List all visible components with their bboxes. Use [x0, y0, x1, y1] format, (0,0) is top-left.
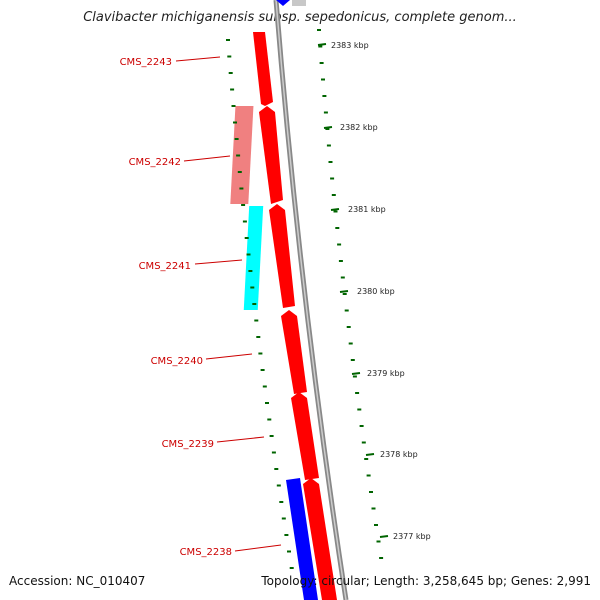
gene-label-cms-2242[interactable]: CMS_2242 — [129, 157, 181, 168]
label-line-cms-2239 — [216, 436, 265, 443]
feature-pink-cms-2242[interactable] — [230, 106, 254, 204]
label-line-cms-2238 — [234, 544, 282, 552]
ruler-label-2379: 2379 kbp — [367, 369, 405, 378]
gene-cms-2241[interactable] — [269, 204, 295, 308]
gene-cms-2238[interactable] — [303, 478, 337, 600]
label-line-cms-2240 — [205, 353, 253, 360]
tick-marks-right — [317, 29, 384, 559]
ruler-major-tick-2381 — [330, 208, 340, 211]
gene-cms-2243[interactable] — [253, 32, 273, 106]
ruler-major-tick-2380 — [339, 290, 349, 293]
label-line-cms-2241 — [194, 259, 243, 265]
gene-label-cms-2243[interactable]: CMS_2243 — [120, 57, 172, 68]
ruler-label-2383: 2383 kbp — [331, 41, 369, 50]
gene-label-cms-2238[interactable]: CMS_2238 — [180, 547, 232, 558]
reverse-gene-cms-2238[interactable] — [286, 478, 318, 600]
gene-cms-2239[interactable] — [291, 392, 319, 480]
ruler-label-2380: 2380 kbp — [357, 287, 395, 296]
gene-label-cms-2239[interactable]: CMS_2239 — [162, 439, 214, 450]
gene-label-cms-2241[interactable]: CMS_2241 — [139, 261, 191, 272]
ruler-label-2381: 2381 kbp — [348, 205, 386, 214]
ruler-major-tick-2383 — [317, 43, 327, 46]
grey-feature-top[interactable] — [292, 0, 306, 6]
gene-cms-2242[interactable] — [259, 106, 283, 204]
ruler-label-2378: 2378 kbp — [380, 450, 418, 459]
gene-cms-2240[interactable] — [281, 310, 307, 394]
label-line-cms-2242 — [183, 155, 231, 162]
backbone-inner — [275, 0, 347, 600]
feature-cyan-cms-2241[interactable] — [243, 206, 264, 310]
ruler-major-tick-2379 — [351, 372, 361, 375]
ruler-major-tick-2378 — [365, 453, 375, 456]
ruler-major-tick-2377 — [379, 535, 389, 538]
tick-marks-left — [226, 39, 294, 569]
gene-label-cms-2240[interactable]: CMS_2240 — [151, 356, 203, 367]
genome-title: Clavibacter michiganensis subsp. sepedon… — [83, 10, 517, 25]
genome-summary-text: Topology: circular; Length: 3,258,645 bp… — [261, 574, 591, 588]
ruler-major-tick-2382 — [323, 126, 333, 129]
ruler-label-2382: 2382 kbp — [340, 123, 378, 132]
accession-text: Accession: NC_010407 — [9, 574, 146, 588]
ruler-label-2377: 2377 kbp — [393, 532, 431, 541]
label-line-cms-2243 — [175, 56, 221, 62]
reverse-gene-fragment-top[interactable] — [276, 0, 290, 6]
